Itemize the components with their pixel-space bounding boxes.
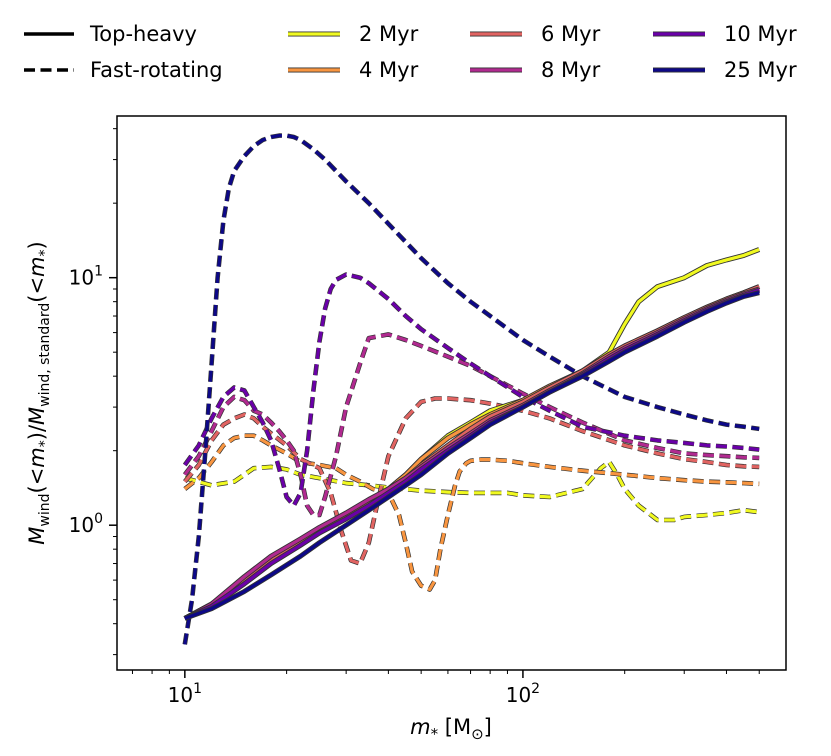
legend-label-dashed: Fast-rotating [90,58,223,82]
top-heavy-line-6 [183,290,760,621]
legend-item-solid: Top-heavy [24,22,197,46]
fast-rotating-line-1 [184,459,760,523]
y-tick-label: 100 [69,511,103,537]
legend-item-dashed: Fast-rotating [24,58,223,82]
fast-rotating-line-1-stroke [184,460,760,522]
legend-item-series-5: 10 Myr [653,22,797,46]
legend-label-solid: Top-heavy [89,22,197,46]
y-axis-label: Mwind(<m*)/Mwind, standard(<m*) [25,241,53,544]
legend-item-series-6: 25 Myr [653,58,797,82]
legend-item-series-3: 6 Myr [470,22,601,46]
series-layer [182,133,761,645]
legend-label: 10 Myr [724,22,797,46]
fast-rotating-line-6-stroke [183,134,760,645]
legend-item-series-1: 2 Myr [288,22,419,46]
fast-rotating-line-5-stroke [183,272,760,508]
fast-rotating-line-2-stroke [183,434,760,592]
fast-rotating-line-5 [182,272,760,508]
legend-label: 25 Myr [724,58,797,82]
legend-label: 8 Myr [541,58,601,82]
ticks-layer: 101 102 100 101 [69,128,760,707]
y-tick-label: 101 [69,264,103,290]
legend-label: 4 Myr [359,58,419,82]
legend-item-series-2: 4 Myr [288,58,419,82]
fast-rotating-line-6 [182,133,760,645]
legend: Top-heavy Fast-rotating 2 Myr 4 Myr 6 Myr 8 M… [24,22,797,82]
legend-item-series-4: 8 Myr [470,58,601,82]
x-tick-label: 102 [506,681,540,707]
x-tick-label: 101 [168,681,202,707]
x-axis-label: m* [M⊙] [410,715,492,743]
fast-rotating-line-2 [183,433,760,592]
plot-frame [116,115,787,671]
legend-label: 6 Myr [541,22,601,46]
legend-label: 2 Myr [359,22,419,46]
top-heavy-line-6-stroke [184,291,760,620]
